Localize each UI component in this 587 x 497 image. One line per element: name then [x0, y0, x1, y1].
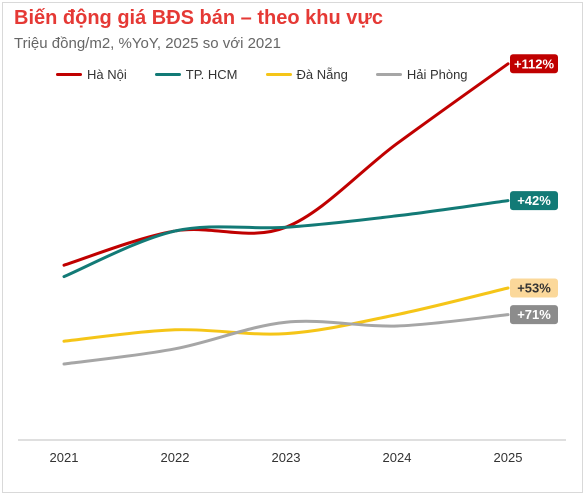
chart-subtitle: Triệu đồng/m2, %YoY, 2025 so với 2021: [14, 35, 281, 52]
end-label-badge-tp-hcm: [510, 191, 558, 211]
x-tick-label-2025: 2025: [494, 450, 523, 465]
legend-label-hai-phong: Hải Phòng: [406, 66, 468, 82]
legend-swatch-hai-phong: [375, 72, 402, 76]
legend-label-ha-noi: Hà Nội: [87, 66, 127, 82]
chart-frame: [2, 2, 583, 493]
chart-legend: Hà Nội TP. HCM Đà Nẵng Hải Phòng: [56, 64, 468, 84]
x-tick-label-2024: 2024: [383, 450, 412, 465]
legend-swatch-da-nang: [265, 72, 292, 76]
series-line-tp-hcm: [62, 199, 510, 279]
end-label-da-nang: +53%: [517, 281, 551, 296]
end-label-hai-phong: +71%: [517, 307, 551, 322]
legend-item-da-nang: Đà Nẵng: [265, 66, 348, 82]
series-line-ha-noi: [62, 62, 510, 267]
end-label-badge-ha-noi: [510, 54, 558, 74]
legend-swatch-ha-noi: [56, 72, 82, 76]
series-line-hai-phong: [62, 313, 510, 366]
legend-label-tp-hcm: TP. HCM: [185, 66, 238, 82]
legend-item-tp-hcm: TP. HCM: [154, 66, 238, 82]
legend-label-da-nang: Đà Nẵng: [296, 66, 348, 82]
end-label-badge-hai-phong: [510, 305, 558, 325]
legend-item-ha-noi: Hà Nội: [56, 67, 127, 82]
legend-item-hai-phong: Hải Phòng: [375, 66, 468, 82]
end-label-ha-noi: +112%: [514, 56, 555, 71]
legend-swatch-tp-hcm: [154, 72, 181, 76]
end-label-tp-hcm: +42%: [517, 193, 551, 208]
x-tick-label-2021: 2021: [50, 450, 79, 465]
end-label-badge-da-nang: [510, 278, 558, 298]
series-line-da-nang: [62, 286, 510, 343]
chart-title: Biến động giá BĐS bán – theo khu vực: [14, 7, 383, 29]
x-tick-label-2022: 2022: [161, 450, 190, 465]
x-tick-label-2023: 2023: [272, 450, 301, 465]
